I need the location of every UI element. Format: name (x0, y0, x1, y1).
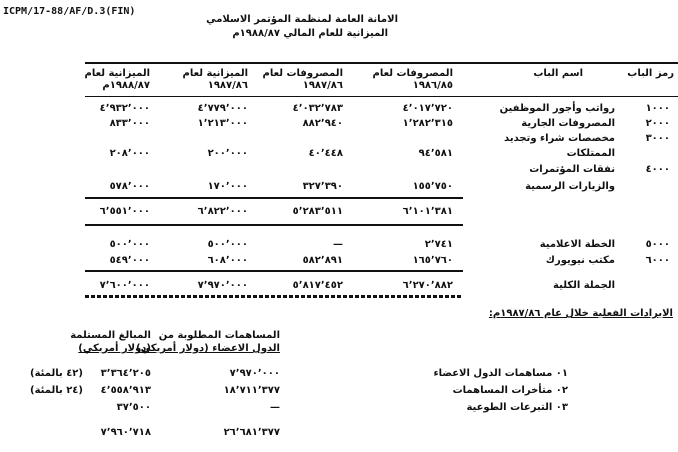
document-id: ICPM/17-88/AF/D.3(FIN) (3, 6, 136, 17)
row-code: ٤٠٠٠ (645, 164, 670, 175)
subtotal-rule-top (85, 197, 463, 199)
top-rule (85, 62, 678, 64)
col-header-name: اسم الباب (533, 68, 583, 79)
total-value: ٧٬٦٠٠٬٠٠٠ (99, 280, 150, 291)
row-value: ٣٢٧٬٣٩٠ (302, 181, 343, 192)
total-rule (85, 270, 463, 272)
row-value: ٤٬٩٣٢٬٠٠٠ (99, 103, 150, 114)
header-title: الامانة العامة لمنظمة المؤتمر الاسلامي (206, 14, 398, 25)
row-name: مخصصات شراء وتجديد (504, 133, 615, 144)
received-total: ٧٬٩٦٠٬٧١٨ (100, 427, 151, 438)
col-header-code: رمز الباب (627, 68, 674, 79)
row-value: ٢٬٧٤١ (424, 239, 453, 250)
row-value: ٥٠٠٬٠٠٠ (109, 239, 150, 250)
row-code: ٥٠٠٠ (645, 239, 670, 250)
row-value: ٢٠٠٬٠٠٠ (207, 148, 248, 159)
col-header-budget-8687: الميزانية لعام ١٩٨٧/٨٦ (182, 68, 248, 91)
subtotal-value: ٦٬٨٢٢٬٠٠٠ (197, 206, 248, 217)
revenue-note: (٢٤ بالمئة) (30, 385, 83, 396)
row-value: ١٥٥٬٧٥٠ (412, 181, 453, 192)
revenue-received: ٤٬٥٥٨٬٩١٣ (100, 385, 151, 396)
row-value: ٥٠٠٬٠٠٠ (207, 239, 248, 250)
total-value: ٧٬٩٧٠٬٠٠٠ (197, 280, 248, 291)
row-value: ٦٠٨٬٠٠٠ (207, 255, 248, 266)
header-rule (85, 96, 678, 97)
row-name-cont: الممتلكات (566, 148, 615, 159)
col-header-budget-8788: الميزانية لعام ١٩٨٨/٨٧م (84, 68, 150, 91)
row-value: ٥٨٢٬٨٩١ (302, 255, 343, 266)
row-code: ١٠٠٠ (645, 103, 670, 114)
revenue-note: (٤٢ بالمئة) (30, 368, 83, 379)
row-value: ١٦٥٬٧٦٠ (412, 255, 453, 266)
row-name-cont: والزيارات الرسمية (525, 181, 615, 192)
row-value: ٤٬٠١٧٬٧٢٠ (402, 103, 453, 114)
col-header-exp-8586: المصروفات لعام ١٩٨٦/٨٥ (372, 68, 454, 91)
header-subtitle: الميزانية للعام المالي ١٩٨٨/٨٧م (232, 28, 388, 39)
subtotal-value: ٦٬١٠١٬٣٨١ (402, 206, 453, 217)
revenue-received: ٣٬٣٦٤٬٢٠٥ (100, 368, 151, 379)
col-header-exp-8687: المصروفات لعام ١٩٨٧/٨٦ (262, 68, 344, 91)
row-value: ٥٧٨٬٠٠٠ (109, 181, 150, 192)
row-value: ١٬٢٨٢٬٣١٥ (402, 118, 453, 129)
row-name: نفقات المؤتمرات (529, 164, 615, 175)
row-value: ٤٬٠٣٢٬٧٨٣ (292, 103, 343, 114)
row-value: ١٧٠٬٠٠٠ (207, 181, 248, 192)
col-received-line2: (دولار أمريكي) (78, 343, 151, 354)
subtotal-value: ٥٬٢٨٣٬٥١١ (292, 206, 343, 217)
row-value: ٢٠٨٬٠٠٠ (109, 148, 150, 159)
row-code: ٢٠٠٠ (645, 118, 670, 129)
revenue-row-label: ٠٣ التبرعات الطوعية (466, 402, 568, 413)
row-value: ١٬٢١٣٬٠٠٠ (197, 118, 248, 129)
row-value: ٥٤٩٬٠٠٠ (109, 255, 150, 266)
revenue-row-label: ٠١ مساهمات الدول الاعضاء (433, 368, 568, 379)
row-name: رواتب وأجور الموظفين (499, 103, 615, 114)
row-name: مكتب نيويورك (545, 255, 615, 266)
revenue-received: ٣٧٬٥٠٠ (116, 402, 151, 413)
subtotal-value: ٦٬٥٥١٬٠٠٠ (99, 206, 150, 217)
revenue-required: ٧٬٩٧٠٬٠٠٠ (229, 368, 280, 379)
subtotal-rule-bottom (85, 224, 463, 226)
col-required-line2: الدول الاعضاء (دولار أمريكي) (136, 343, 280, 354)
revenue-required: ١٨٬٧١١٬٣٧٧ (223, 385, 280, 396)
row-value: ٨٣٣٬٠٠٠ (109, 118, 150, 129)
row-name: المصروفات الجارية (521, 118, 615, 129)
col-required-line1: المساهمات المطلوبة من (158, 330, 280, 341)
total-value: ٥٬٨١٧٬٤٥٢ (292, 280, 343, 291)
col-received-line1: المبالغ المستلمة (70, 330, 151, 341)
row-code: ٣٠٠٠ (645, 133, 670, 144)
required-total: ٢٦٬٦٨١٬٣٧٧ (223, 427, 280, 438)
total-value: ٦٬٢٧٠٬٨٨٢ (402, 280, 453, 291)
row-value: ٨٨٢٬٩٤٠ (302, 118, 343, 129)
total-double-rule (85, 295, 463, 298)
revenue-row-label: ٠٢ متأخرات المساهمات (452, 385, 568, 396)
revenue-title: الايرادات الفعلية خلال عام ١٩٨٧/٨٦م: (488, 308, 673, 319)
row-name: الخطة الاعلامية (539, 239, 615, 250)
row-value: ٤٠٬٤٤٨ (308, 148, 343, 159)
revenue-required: — (270, 402, 280, 413)
row-code: ٦٠٠٠ (645, 255, 670, 266)
total-label: الجملة الكلية (553, 280, 615, 291)
row-value: — (333, 239, 343, 250)
row-value: ٤٬٧٧٩٬٠٠٠ (197, 103, 248, 114)
row-value: ٩٤٬٥٨١ (418, 148, 453, 159)
